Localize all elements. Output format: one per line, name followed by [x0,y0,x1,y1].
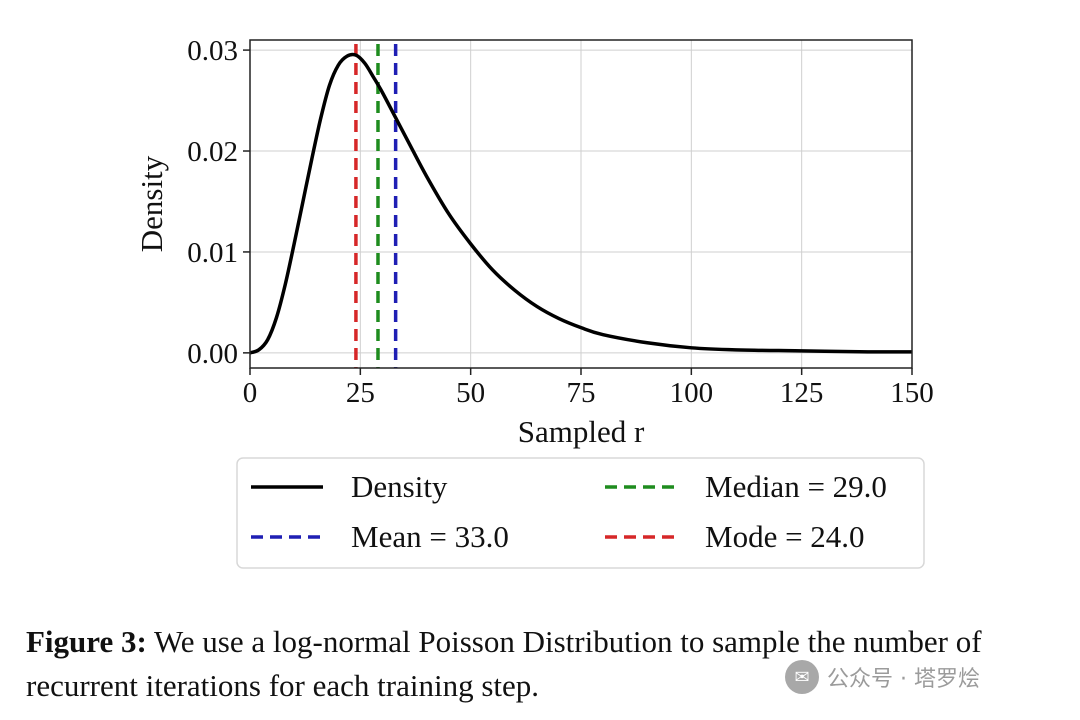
density-chart: 0 25 50 75 100 125 150 0.00 0.01 0.02 0.03 Sampled … [134,35,934,569]
x-tick-label: 100 [670,377,714,409]
x-tick-label: 125 [780,377,824,409]
y-axis-label: Density [134,155,169,252]
wechat-icon: ✉ [785,660,819,694]
watermark: ✉ 公众号 · 塔罗烩 [785,660,980,694]
caption-label: Figure 3: [26,624,147,659]
x-tick-label: 150 [890,377,934,409]
x-tick-label: 75 [567,377,596,409]
x-tick-label: 0 [243,377,258,409]
y-tick-label: 0.02 [187,136,238,168]
legend-label: Mean = 33.0 [351,519,509,554]
legend-box [236,457,925,569]
legend-label: Median = 29.0 [705,469,887,504]
caption-text: We use a log-normal Poisson Distribution… [26,624,982,703]
y-tick-label: 0.03 [187,35,238,67]
legend-label: Density [351,469,448,504]
density-line [249,52,913,355]
y-tick-label: 0.01 [187,237,238,269]
figure-caption: Figure 3: We use a log-normal Poisson Di… [26,620,1066,708]
watermark-text: 公众号 · 塔罗烩 [827,667,980,692]
legend-label: Mode = 24.0 [705,519,865,554]
x-axis-label: Sampled r [518,414,645,449]
x-tick-label: 50 [456,377,485,409]
y-tick-label: 0.00 [187,338,238,370]
x-tick-label: 25 [346,377,375,409]
